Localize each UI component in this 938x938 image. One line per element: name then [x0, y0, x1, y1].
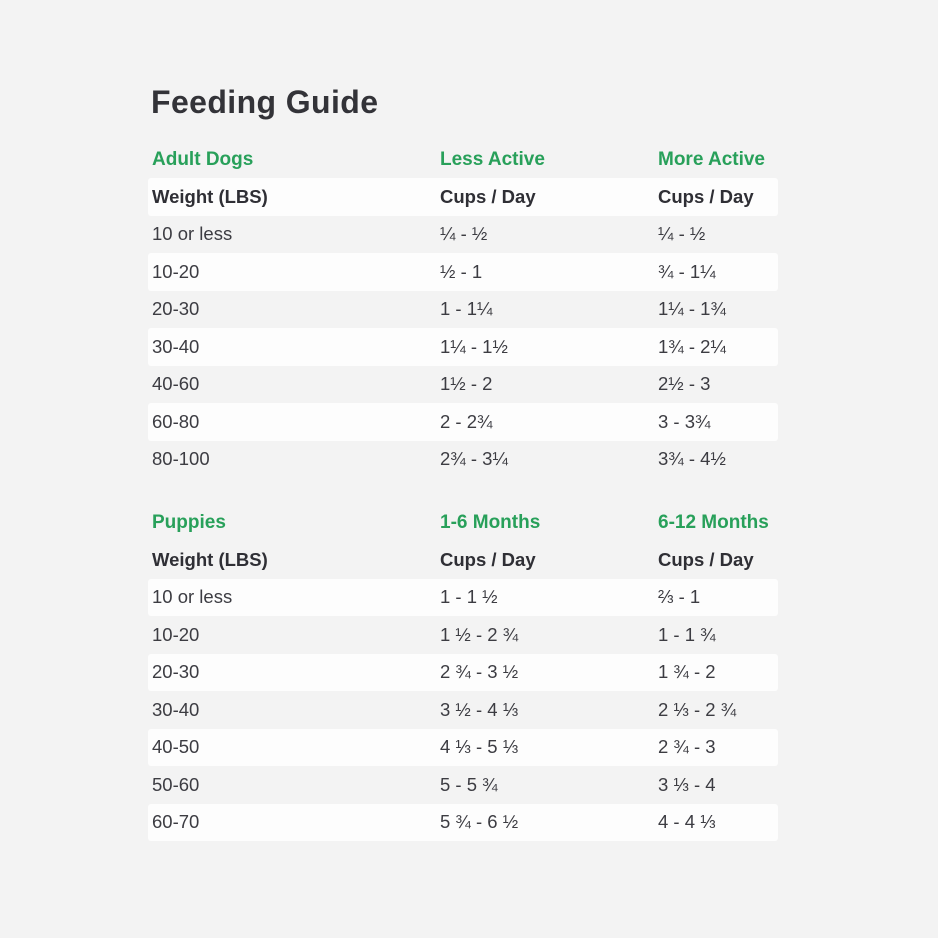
table-row: 60-70 5 ¾ - 6 ½ 4 - 4 ⅓: [148, 803, 778, 841]
weight-cell: 10-20: [152, 623, 200, 645]
weight-cell: 10 or less: [152, 586, 233, 608]
puppies-subheader-row: Weight (LBS) Cups / Day Cups / Day: [148, 541, 778, 579]
weight-cell: 20-30: [152, 661, 200, 683]
table-row: 60-80 2 - 2¾ 3 - 3¾: [148, 403, 778, 441]
table-row: 10 or less 1 - 1 ½ ⅔ - 1: [148, 578, 778, 616]
cups-per-day-header: Cups / Day: [440, 185, 536, 207]
cups-per-day-header: Cups / Day: [658, 185, 754, 207]
weight-cell: 30-40: [152, 335, 200, 357]
table-row: 20-30 1 - 1¼ 1¼ - 1¾: [148, 291, 778, 329]
puppies-table: Puppies 1-6 Months 6-12 Months Weight (L…: [148, 504, 778, 841]
table-row: 20-30 2 ¾ - 3 ½ 1 ¾ - 2: [148, 653, 778, 691]
weight-cell: 80-100: [152, 448, 210, 470]
cups-range-cell: ⅔ - 1: [658, 586, 701, 608]
cups-range-cell: 4 ⅓ - 5 ⅓: [440, 736, 519, 758]
column-title-more-active: More Active: [658, 148, 765, 170]
section-title: Adult Dogs: [152, 148, 254, 170]
weight-cell: 60-80: [152, 410, 200, 432]
cups-range-cell: ¼ - ½: [440, 223, 488, 245]
weight-cell: 60-70: [152, 811, 200, 833]
table-row: 30-40 3 ½ - 4 ⅓ 2 ⅓ - 2 ¾: [148, 691, 778, 729]
weight-cell: 10-20: [152, 260, 200, 282]
cups-range-cell: 1 ¾ - 2: [658, 661, 716, 683]
adult-dogs-table: Adult Dogs Less Active More Active Weigh…: [148, 141, 778, 478]
weight-cell: 20-30: [152, 298, 200, 320]
cups-range-cell: ¼ - ½: [658, 223, 706, 245]
table-row: 40-60 1½ - 2 2½ - 3: [148, 366, 778, 404]
table-row: 80-100 2¾ - 3¼ 3¾ - 4½: [148, 441, 778, 479]
cups-range-cell: 1¾ - 2¼: [658, 335, 726, 357]
table-row: 10-20 ½ - 1 ¾ - 1¼: [148, 253, 778, 291]
cups-range-cell: 3 - 3¾: [658, 410, 711, 432]
puppies-rows: 10 or less 1 - 1 ½ ⅔ - 1 10-20 1 ½ - 2 ¾ 1 - …: [148, 578, 778, 841]
adult-dogs-rows: 10 or less ¼ - ½ ¼ - ½ 10-20 ½ - 1 ¾ - 1¼ 20-3…: [148, 216, 778, 479]
cups-per-day-header: Cups / Day: [658, 548, 754, 570]
table-row: 10 or less ¼ - ½ ¼ - ½: [148, 216, 778, 254]
puppies-section-header: Puppies 1-6 Months 6-12 Months: [148, 504, 778, 541]
weight-cell: 30-40: [152, 698, 200, 720]
cups-range-cell: 4 - 4 ⅓: [658, 811, 716, 833]
weight-cell: 10 or less: [152, 223, 233, 245]
column-title-1-6-months: 1-6 Months: [440, 511, 541, 533]
table-row: 30-40 1¼ - 1½ 1¾ - 2¼: [148, 328, 778, 366]
cups-per-day-header: Cups / Day: [440, 548, 536, 570]
cups-range-cell: 1 - 1¼: [440, 298, 493, 320]
cups-range-cell: 1¼ - 1¾: [658, 298, 726, 320]
cups-range-cell: 5 ¾ - 6 ½: [440, 811, 519, 833]
table-row: 10-20 1 ½ - 2 ¾ 1 - 1 ¾: [148, 616, 778, 654]
cups-range-cell: ½ - 1: [440, 260, 483, 282]
adult-dogs-subheader-row: Weight (LBS) Cups / Day Cups / Day: [148, 178, 778, 216]
cups-range-cell: 2¾ - 3¼: [440, 448, 508, 470]
cups-range-cell: 2 ¾ - 3 ½: [440, 661, 519, 683]
cups-range-cell: 1 - 1 ¾: [658, 623, 716, 645]
page-title: Feeding Guide: [151, 84, 379, 120]
weight-cell: 50-60: [152, 773, 200, 795]
cups-range-cell: 3 ½ - 4 ⅓: [440, 698, 519, 720]
cups-range-cell: 1¼ - 1½: [440, 335, 508, 357]
weight-header: Weight (LBS): [152, 548, 268, 570]
column-title-less-active: Less Active: [440, 148, 545, 170]
cups-range-cell: 1½ - 2: [440, 373, 493, 395]
cups-range-cell: 2½ - 3: [658, 373, 711, 395]
weight-header: Weight (LBS): [152, 185, 268, 207]
weight-cell: 40-60: [152, 373, 200, 395]
table-row: 50-60 5 - 5 ¾ 3 ⅓ - 4: [148, 766, 778, 804]
cups-range-cell: 2 ⅓ - 2 ¾: [658, 698, 737, 720]
cups-range-cell: 2 - 2¾: [440, 410, 493, 432]
cups-range-cell: 2 ¾ - 3: [658, 736, 716, 758]
table-row: 40-50 4 ⅓ - 5 ⅓ 2 ¾ - 3: [148, 728, 778, 766]
adult-dogs-section-header: Adult Dogs Less Active More Active: [148, 141, 778, 178]
column-title-6-12-months: 6-12 Months: [658, 511, 769, 533]
cups-range-cell: 3¾ - 4½: [658, 448, 726, 470]
cups-range-cell: 5 - 5 ¾: [440, 773, 498, 795]
cups-range-cell: ¾ - 1¼: [658, 260, 716, 282]
cups-range-cell: 1 ½ - 2 ¾: [440, 623, 519, 645]
weight-cell: 40-50: [152, 736, 200, 758]
cups-range-cell: 1 - 1 ½: [440, 586, 498, 608]
cups-range-cell: 3 ⅓ - 4: [658, 773, 716, 795]
section-title: Puppies: [152, 511, 226, 533]
